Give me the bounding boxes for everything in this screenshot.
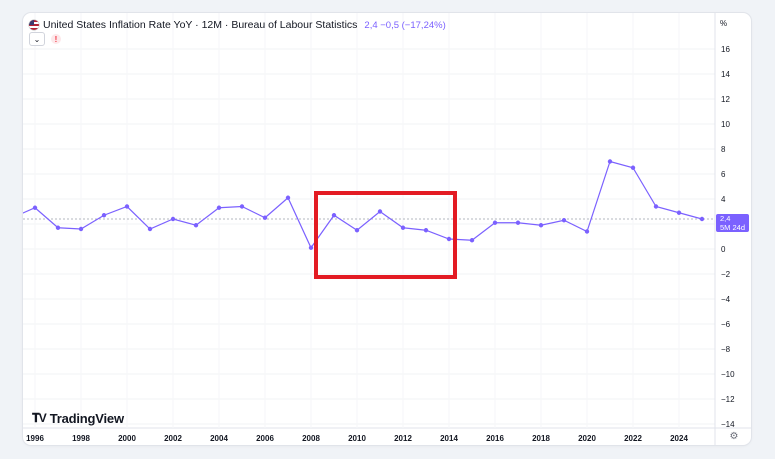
x-tick-label: 2020 [578,434,596,443]
series-point[interactable] [124,204,130,209]
series-point[interactable] [561,218,567,223]
y-tick-label: −6 [721,320,731,329]
series-point[interactable] [653,204,659,209]
legend[interactable]: United States Inflation Rate YoY · 12M ·… [29,16,446,34]
series-point[interactable] [699,216,705,222]
series-point[interactable] [32,205,38,210]
gear-icon[interactable]: ⚙ [729,431,739,442]
y-tick-label: 4 [721,195,726,204]
y-tick-label: −2 [721,270,731,279]
series-point[interactable] [354,228,360,233]
series-point[interactable] [331,213,337,218]
annotation-highlight-box [314,191,457,279]
legend-controls: ⌄ ! [29,32,61,46]
logo-text: TradingView [49,411,124,426]
series-point[interactable] [630,165,636,170]
chevron-down-icon: ⌄ [33,34,41,44]
series-point[interactable] [446,236,452,242]
collapse-legend-button[interactable]: ⌄ [29,32,45,46]
y-tick-label: 16 [721,45,730,54]
series-point[interactable] [676,210,682,215]
y-tick-label: 8 [721,145,726,154]
x-tick-label: 2012 [394,434,412,443]
series-point[interactable] [607,159,613,164]
legend-values: 2,4 −0,5 (−17,24%) [364,19,446,31]
y-tick-label: −8 [721,345,731,354]
us-flag-icon [29,20,39,30]
tradingview-logo-icon: 𝐓V [32,411,47,425]
x-tick-label: 2008 [302,434,320,443]
x-tick-label: 2018 [532,434,550,443]
x-tick-label: 1996 [26,434,44,443]
series-point[interactable] [262,215,268,220]
last-price-value: 2,4 [720,214,731,223]
warning-icon[interactable]: ! [51,34,61,44]
series-point[interactable] [216,205,222,210]
series-point[interactable] [584,229,590,234]
series-point[interactable] [538,223,544,228]
series-point[interactable] [239,204,245,209]
tradingview-logo[interactable]: 𝐓V TradingView [32,411,124,426]
x-tick-label: 2000 [118,434,136,443]
series-point[interactable] [170,216,176,222]
x-tick-label: 1998 [72,434,90,443]
series-point[interactable] [515,220,521,225]
chart-pane[interactable]: 1614121086420−2−4−6−8−10−12−14 199619982… [23,13,751,445]
last-price-countdown: 5M 24d [720,223,746,232]
series-point[interactable] [308,245,314,250]
y-tick-label: 10 [721,120,730,129]
y-tick-label: −10 [721,370,735,379]
series-point[interactable] [193,223,199,228]
y-tick-label: 0 [721,245,726,254]
series-point[interactable] [285,195,291,200]
series-point[interactable] [400,225,406,230]
series-point[interactable] [469,238,475,243]
x-tick-label: 2024 [670,434,688,443]
series-point[interactable] [423,228,429,233]
last-price-badge: 2,4 5M 24d [716,214,749,232]
x-tick-label: 2006 [256,434,274,443]
y-tick-label: −14 [721,420,735,429]
x-tick-label: 2016 [486,434,504,443]
series-point[interactable] [147,226,153,232]
x-tick-label: 2014 [440,434,458,443]
y-tick-label: 12 [721,95,730,104]
x-tick-label: 2004 [210,434,228,443]
chart-canvas[interactable]: 1614121086420−2−4−6−8−10−12−14 199619982… [23,13,751,445]
series-point[interactable] [101,213,107,218]
x-tick-label: 2010 [348,434,366,443]
price-scale-unit[interactable]: % [720,19,728,28]
x-tick-label: 2022 [624,434,642,443]
series-point[interactable] [78,226,84,232]
y-tick-label: −12 [721,395,735,404]
y-tick-label: 6 [721,170,726,179]
series-point[interactable] [492,220,498,225]
legend-title[interactable]: United States Inflation Rate YoY · 12M ·… [43,19,358,31]
y-tick-label: 14 [721,70,730,79]
y-tick-label: −4 [721,295,731,304]
series-point[interactable] [377,209,383,214]
series-point[interactable] [55,225,61,230]
x-tick-label: 2002 [164,434,182,443]
